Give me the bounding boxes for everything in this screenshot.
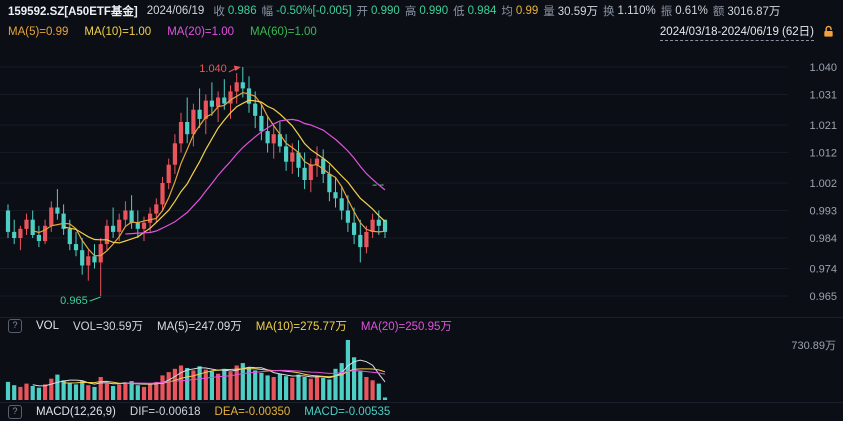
stat-low-label: 低 <box>453 5 465 18</box>
range-controls: 2024/03/18-2024/06/19 (62日) <box>659 23 835 41</box>
ma-indicator-row: MA(5)=0.99 MA(10)=1.00 MA(20)=1.00 MA(60… <box>0 21 843 42</box>
ma60-label: MA(60)=1.00 <box>250 25 317 38</box>
quote-header: 159592.SZ[A50ETF基金] 2024/06/19 收 0.986 幅-… <box>0 0 843 21</box>
macd-value-label: MACD=-0.00535 <box>304 405 391 418</box>
stat-turnover-value: 1.110% <box>617 4 656 17</box>
stat-open: 开 0.990 <box>357 3 400 19</box>
vol-current-label: VOL=30.59万 <box>73 320 144 333</box>
stat-low: 低 0.984 <box>453 3 496 19</box>
ma10-line <box>63 99 386 244</box>
ma20-label: MA(20)=1.00 <box>167 25 235 38</box>
svg-text:0.993: 0.993 <box>809 205 837 217</box>
symbol-title: 159592.SZ[A50ETF基金] <box>8 5 138 18</box>
candles-layer <box>5 66 388 296</box>
svg-text:1.012: 1.012 <box>809 147 837 159</box>
ma5-line <box>32 91 386 256</box>
stat-high-label: 高 <box>404 5 417 18</box>
stat-low-value: 0.984 <box>467 4 497 17</box>
quote-date: 2024/06/19 <box>146 4 205 17</box>
low-annotation: 0.965 <box>60 295 101 307</box>
stat-high: 高 0.990 <box>405 3 448 19</box>
stat-amplitude-label: 振 <box>660 5 673 18</box>
candlestick-chart-canvas[interactable]: 1.040 1.031 1.021 1.012 1.002 0.993 0.984 0.974… <box>0 43 843 317</box>
stat-open-label: 开 <box>356 5 369 18</box>
stat-turnover: 换 1.110% <box>603 3 656 19</box>
vol-ma20-label: MA(20)=250.95万 <box>360 320 452 333</box>
macd-header: ? MACD(12,26,9) DIF=-0.00618 DEA=-0.0035… <box>0 401 843 421</box>
ma20-line <box>125 118 386 235</box>
vol-help-icon[interactable]: ? <box>8 318 22 333</box>
svg-text:0.965: 0.965 <box>809 291 837 303</box>
stat-close-label: 收 <box>213 5 225 18</box>
stat-volume-value: 30.59万 <box>557 5 599 18</box>
stat-open-value: 0.990 <box>371 4 400 17</box>
svg-text:0.965: 0.965 <box>60 295 88 307</box>
volume-header: ? VOL VOL=30.59万 MA(5)=247.09万 MA(10)=27… <box>0 316 843 334</box>
stat-change-label: 幅 <box>261 5 274 18</box>
vol-title: VOL <box>36 319 60 332</box>
stat-amplitude-value: 0.61% <box>675 4 708 17</box>
macd-title: MACD(12,26,9) <box>36 405 116 418</box>
volume-max-label: 730.89万 <box>791 339 836 352</box>
svg-text:1.021: 1.021 <box>809 120 837 132</box>
stat-avg-label: 均 <box>501 5 513 18</box>
vol-ma10-label: MA(10)=275.77万 <box>255 320 347 333</box>
vol-ma20-line <box>125 369 386 384</box>
svg-text:1.031: 1.031 <box>809 89 837 101</box>
svg-text:0.984: 0.984 <box>809 233 837 245</box>
stat-close-value: 0.986 <box>227 4 257 17</box>
svg-text:1.040: 1.040 <box>199 63 227 75</box>
stat-amount: 额 3016.87万 <box>713 3 781 19</box>
stat-change-value: -0.50%[-0.005] <box>276 4 352 17</box>
macd-help-icon[interactable]: ? <box>8 404 22 419</box>
stat-high-value: 0.990 <box>419 4 449 17</box>
ma5-label: MA(5)=0.99 <box>8 25 69 38</box>
stat-amplitude: 振 0.61% <box>661 3 708 19</box>
vol-ma5-label: MA(5)=247.09万 <box>157 320 242 333</box>
stat-avg-value: 0.99 <box>515 4 539 17</box>
stat-volume-label: 量 <box>543 5 555 18</box>
stat-volume: 量 30.59万 <box>543 3 598 19</box>
price-grid <box>0 66 788 297</box>
volume-pane: 730.89万 <box>0 334 843 402</box>
ma10-label: MA(10)=1.00 <box>84 25 152 38</box>
volume-chart-canvas[interactable] <box>0 334 843 402</box>
main-chart-pane: 1.040 1.031 1.021 1.012 1.002 0.993 0.984 0.974… <box>0 43 843 317</box>
vol-ma5-line <box>32 359 386 386</box>
vol-ma10-line <box>63 367 386 384</box>
svg-text:1.040: 1.040 <box>809 62 837 74</box>
stat-amount-value: 3016.87万 <box>727 5 781 18</box>
date-range-selector[interactable]: 2024/03/18-2024/06/19 (62日) <box>659 23 814 41</box>
macd-dif-label: DIF=-0.00618 <box>129 405 201 418</box>
macd-dea-label: DEA=-0.00350 <box>214 405 291 418</box>
svg-text:0.974: 0.974 <box>809 263 837 275</box>
svg-text:1.002: 1.002 <box>809 178 837 190</box>
high-annotation: 1.040 <box>199 63 241 75</box>
volume-bars-layer <box>5 339 388 400</box>
stat-change: 幅 -0.50%[-0.005] <box>262 3 352 19</box>
stat-close: 收 0.986 <box>213 3 256 19</box>
stat-amount-label: 额 <box>712 5 725 18</box>
unlock-icon[interactable] <box>822 25 835 38</box>
stat-avg: 均 0.99 <box>501 3 538 19</box>
stat-turnover-label: 换 <box>603 5 615 18</box>
price-axis: 1.040 1.031 1.021 1.012 1.002 0.993 0.984 0.974… <box>809 62 837 303</box>
